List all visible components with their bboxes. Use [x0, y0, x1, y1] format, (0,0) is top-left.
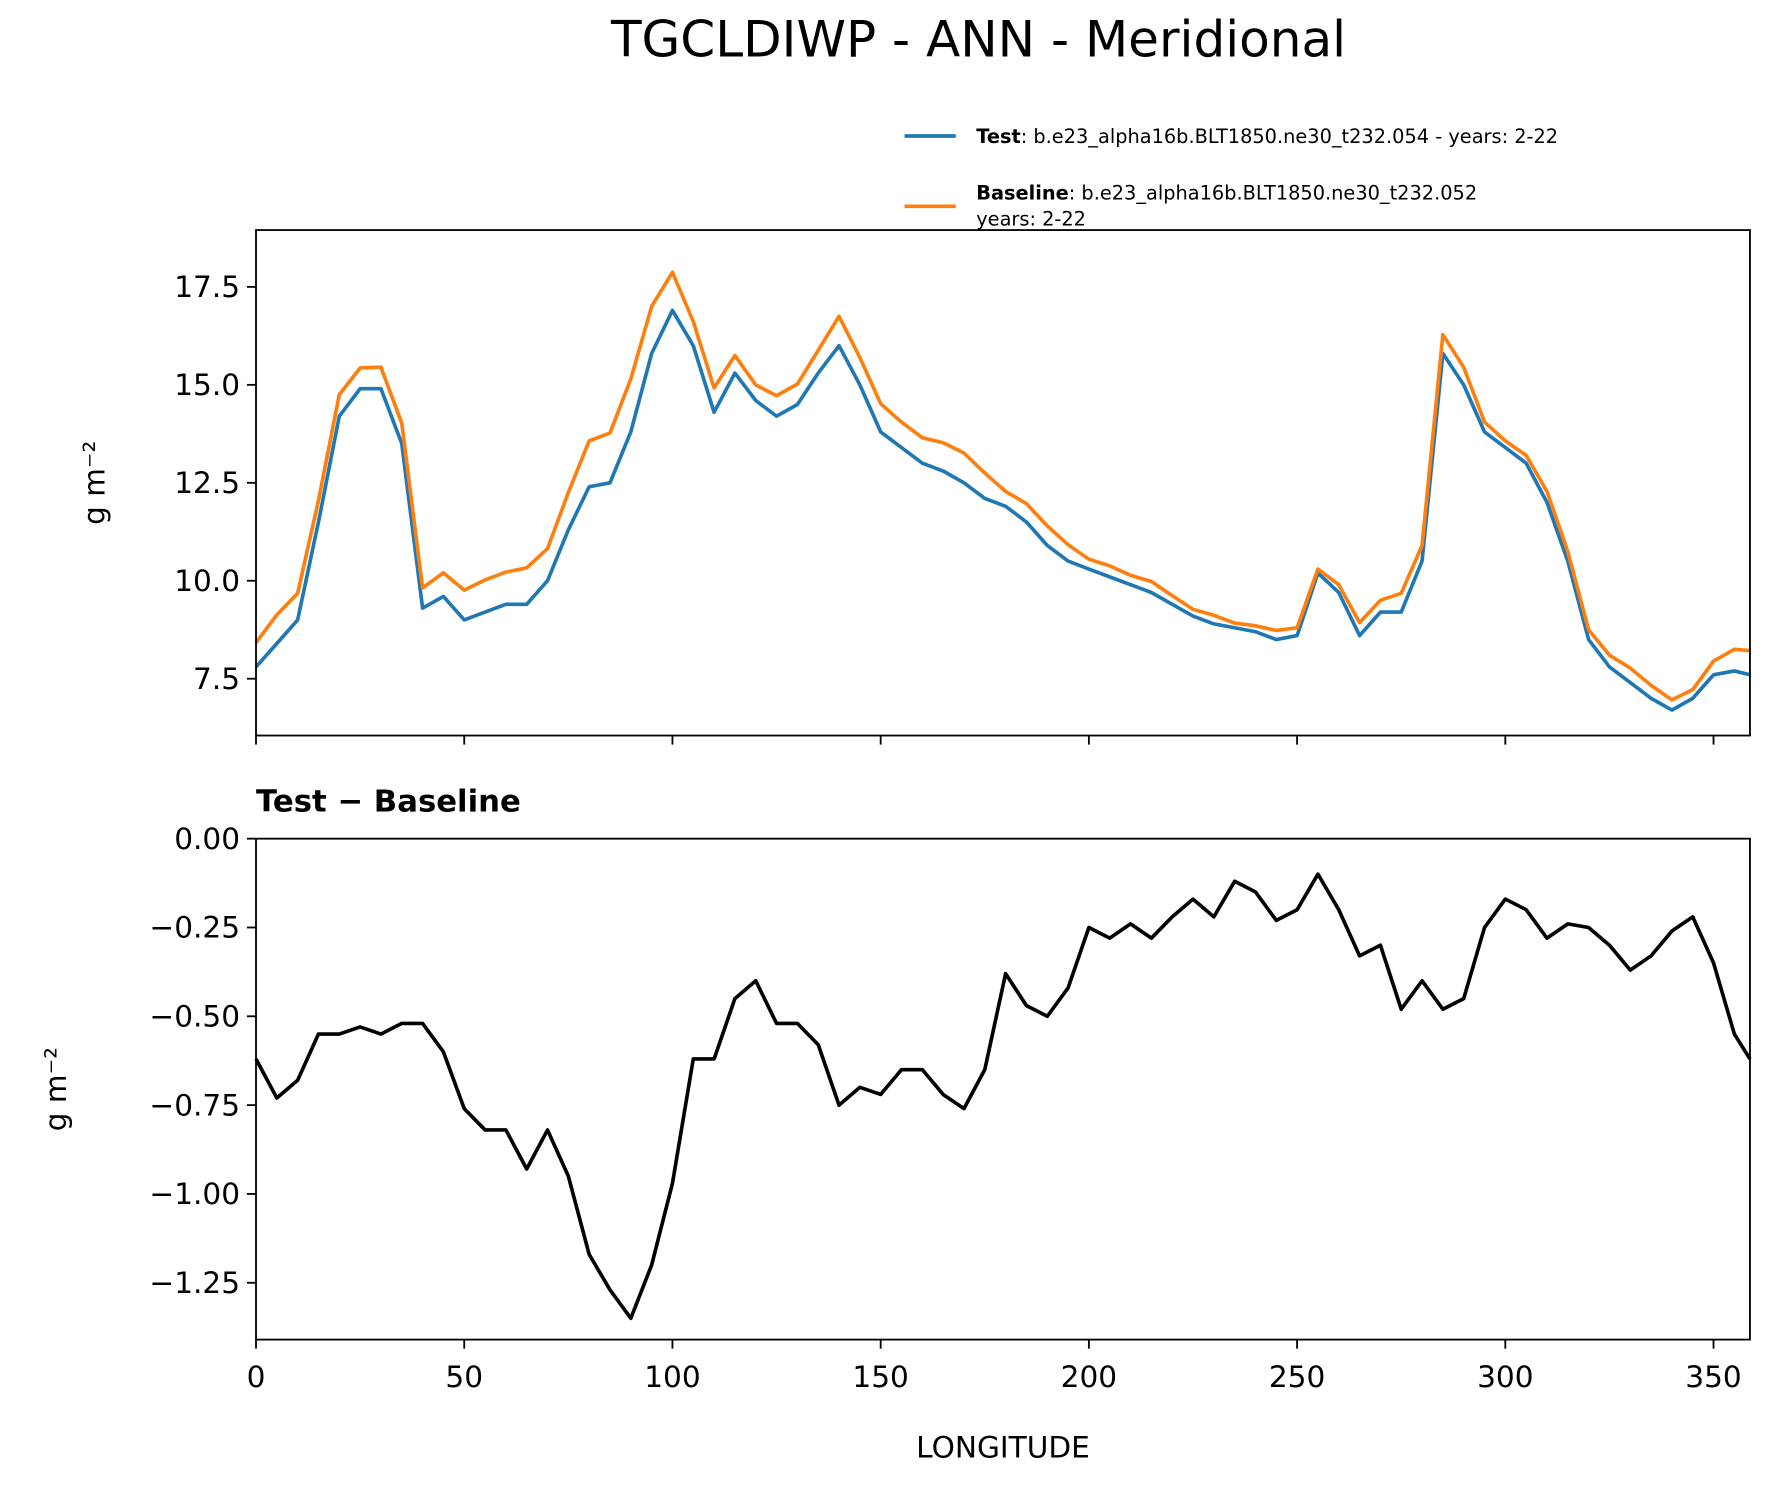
y-tick-label: −0.25: [149, 911, 240, 945]
data-line: [254, 308, 1751, 712]
y-axis-label: g m⁻²: [78, 441, 112, 525]
legend-entry: Test: b.e23_alpha16b.BLT1850.ne30_t232.0…: [976, 125, 1558, 148]
x-tick-label: 350: [1685, 1360, 1741, 1394]
y-axis-label: g m⁻²: [39, 1047, 73, 1131]
y-tick-label: 17.5: [174, 270, 240, 304]
panel-title: Test − Baseline: [256, 785, 521, 820]
x-tick-label: 150: [852, 1360, 908, 1394]
x-axis-label: LONGITUDE: [916, 1431, 1090, 1465]
y-tick-label: −1.25: [149, 1266, 240, 1300]
y-tick-label: −1.00: [149, 1177, 240, 1211]
x-tick-label: 0: [247, 1360, 266, 1394]
chart-title: TGCLDIWP - ANN - Meridional: [610, 11, 1346, 69]
legend-label: : b.e23_alpha16b.BLT1850.ne30_t232.054 -…: [1021, 125, 1558, 148]
y-tick-label: −0.50: [149, 1000, 240, 1034]
x-tick-label: 250: [1269, 1360, 1325, 1394]
y-tick-label: −0.75: [149, 1088, 240, 1122]
x-tick-label: 50: [445, 1360, 483, 1394]
legend-name: Test: [976, 125, 1020, 148]
y-tick-label: 0.00: [174, 822, 240, 856]
legend-entry: Baseline: b.e23_alpha16b.BLT1850.ne30_t2…: [976, 182, 1477, 205]
x-tick-label: 200: [1061, 1360, 1117, 1394]
legend-name: Baseline: [976, 182, 1069, 205]
y-tick-label: 10.0: [174, 564, 240, 598]
x-tick-label: 100: [644, 1360, 700, 1394]
axes-frame: [255, 229, 1751, 737]
y-tick-label: 15.0: [174, 368, 240, 402]
legend-label: years: 2-22: [976, 208, 1086, 231]
axes-frame: [255, 837, 1751, 1341]
data-line: [254, 270, 1751, 702]
y-tick-label: 12.5: [174, 466, 240, 500]
legend-label: : b.e23_alpha16b.BLT1850.ne30_t232.052: [1069, 182, 1477, 205]
x-tick-label: 300: [1477, 1360, 1533, 1394]
data-line: [254, 872, 1752, 1321]
y-tick-label: 7.5: [193, 662, 240, 696]
